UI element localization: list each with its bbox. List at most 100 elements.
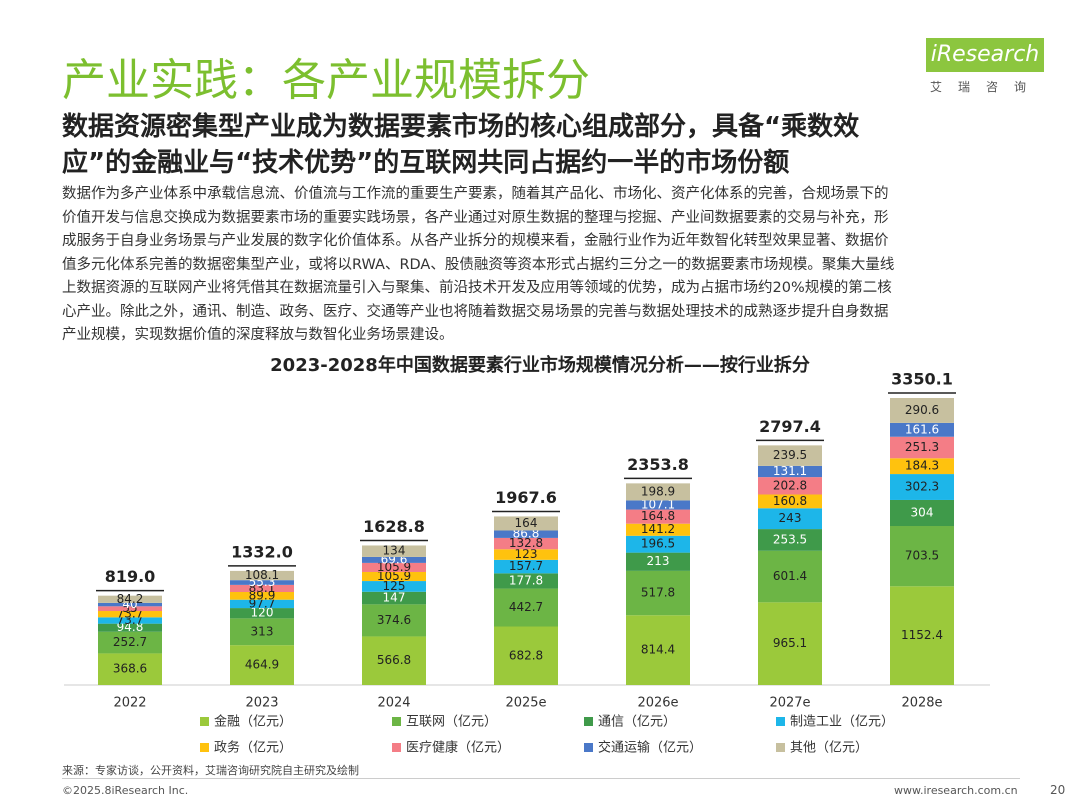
bar-segment — [890, 586, 954, 685]
x-tick-label: 2026e — [637, 696, 678, 711]
bar-segment — [362, 556, 426, 563]
legend-swatch — [584, 717, 593, 726]
value-label: 157.7 — [509, 559, 543, 573]
bar-segment — [98, 606, 162, 612]
bar-segment — [626, 570, 690, 616]
value-label: 84.2 — [117, 592, 144, 606]
bar-segment — [362, 562, 426, 572]
value-label: 374.6 — [377, 613, 411, 627]
value-label: 164.8 — [641, 509, 675, 523]
bar-segment — [890, 526, 954, 587]
value-label: 202.8 — [773, 478, 807, 492]
value-label: 243 — [779, 511, 802, 525]
paragraph-line: 数据作为多产业体系中承载信息流、价值流与工作流的重要生产要素，随着其产品化、市场… — [62, 186, 889, 202]
bar-segment — [758, 550, 822, 603]
bar-segment — [626, 615, 690, 685]
value-label: 160.8 — [773, 494, 807, 508]
value-label: 213 — [647, 554, 670, 568]
legend-label: 政务（亿元） — [214, 740, 292, 756]
bar-segment — [98, 611, 162, 618]
legend-swatch — [200, 717, 209, 726]
total-label: 2797.4 — [759, 417, 821, 436]
legend-swatch — [200, 743, 209, 752]
total-label: 3350.1 — [891, 370, 953, 389]
value-label: 132.8 — [509, 536, 543, 550]
value-label: 161.6 — [905, 422, 939, 436]
bar-segment — [230, 599, 294, 609]
bar-segment — [230, 645, 294, 685]
bar-segment — [626, 509, 690, 524]
bar-segment — [362, 581, 426, 592]
total-label: 1967.6 — [495, 488, 557, 507]
bar-segment — [494, 588, 558, 627]
value-label: 304 — [911, 505, 934, 519]
source: 来源：专家访谈，公开资料，艾瑞咨询研究院自主研究及绘制 — [62, 764, 359, 777]
paragraph-line: 价值开发与信息交换成为数据要素市场的重要实践场景，各产业通过对原生数据的整理与挖… — [62, 209, 889, 226]
bar-segment — [758, 477, 822, 495]
bar-segment — [230, 618, 294, 646]
slide-title: 产业实践：各产业规模拆分 — [62, 55, 590, 106]
bar-segment — [362, 636, 426, 685]
x-tick-label: 2024 — [377, 696, 410, 711]
x-tick-label: 2022 — [113, 696, 146, 711]
value-label: 125 — [383, 579, 406, 593]
value-label: 517.8 — [641, 586, 675, 600]
legend-label: 交通运输（亿元） — [598, 740, 702, 756]
chart-title: 2023-2028年中国数据要素行业市场规模情况分析——按行业拆分 — [270, 354, 810, 376]
bar-segment — [362, 545, 426, 557]
x-tick-label: 2023 — [245, 696, 278, 711]
value-label: 164 — [515, 516, 538, 530]
chart: 2023-2028年中国数据要素行业市场规模情况分析——按行业拆分 368.6 25… — [64, 354, 990, 756]
value-label: 105.9 — [377, 569, 411, 583]
value-label: 107.1 — [641, 497, 675, 511]
value-label: 601.4 — [773, 569, 807, 583]
bar-segment — [626, 552, 690, 571]
bar-segment — [758, 602, 822, 685]
legend-label: 金融（亿元） — [214, 714, 292, 730]
bar-segment — [230, 580, 294, 585]
bar-segment — [494, 559, 558, 574]
value-label: 566.8 — [377, 653, 411, 667]
bar-segment — [494, 516, 558, 531]
value-label: 105.9 — [377, 560, 411, 574]
bar-segment — [626, 500, 690, 510]
bar-segment — [494, 549, 558, 560]
x-tick-label: 2025e — [505, 696, 546, 711]
bar-segment — [890, 499, 954, 527]
value-label: 251.3 — [905, 440, 939, 454]
copyright: ©2025.8iResearch Inc. — [62, 784, 189, 797]
bar-segment — [230, 570, 294, 581]
bar-segment — [98, 595, 162, 603]
bar-segment — [758, 445, 822, 466]
legend-swatch — [776, 743, 785, 752]
bar-segment — [230, 584, 294, 593]
bar-segment — [362, 604, 426, 637]
bar-segment — [758, 529, 822, 551]
bar-segment — [626, 535, 690, 553]
value-label: 1152.4 — [901, 628, 943, 642]
bar-segment — [626, 523, 690, 536]
value-label: 290.6 — [905, 403, 939, 417]
legend-swatch — [776, 717, 785, 726]
bar-segment — [362, 591, 426, 605]
value-label: 464.9 — [245, 658, 279, 672]
bar-segment — [758, 508, 822, 530]
paragraph-line: 上数据资源的互联网产业将凭借其在数据流量引入与聚集、前沿技术开发及应用等领域的优… — [62, 280, 892, 296]
logo: iResearch — [926, 38, 1044, 72]
legend-label: 互联网（亿元） — [406, 715, 497, 730]
bar-segment — [890, 458, 954, 475]
value-label: 442.7 — [509, 600, 543, 614]
value-label: 313 — [251, 624, 274, 638]
legend-label: 制造工业（亿元） — [790, 715, 894, 730]
bar-segment — [890, 436, 954, 459]
bar-segment — [98, 653, 162, 685]
bar-segment — [626, 483, 690, 501]
legend-swatch — [584, 743, 593, 752]
value-label: 703.5 — [905, 549, 939, 563]
bar-segment — [494, 537, 558, 550]
paragraph-line: 成服务于自身业务场景与产业发展的数字化价值体系。从各产业拆分的规模来看，金融行业… — [62, 233, 889, 249]
bar-segment — [758, 465, 822, 478]
bar-segment — [230, 608, 294, 619]
legend-label: 通信（亿元） — [598, 715, 676, 730]
